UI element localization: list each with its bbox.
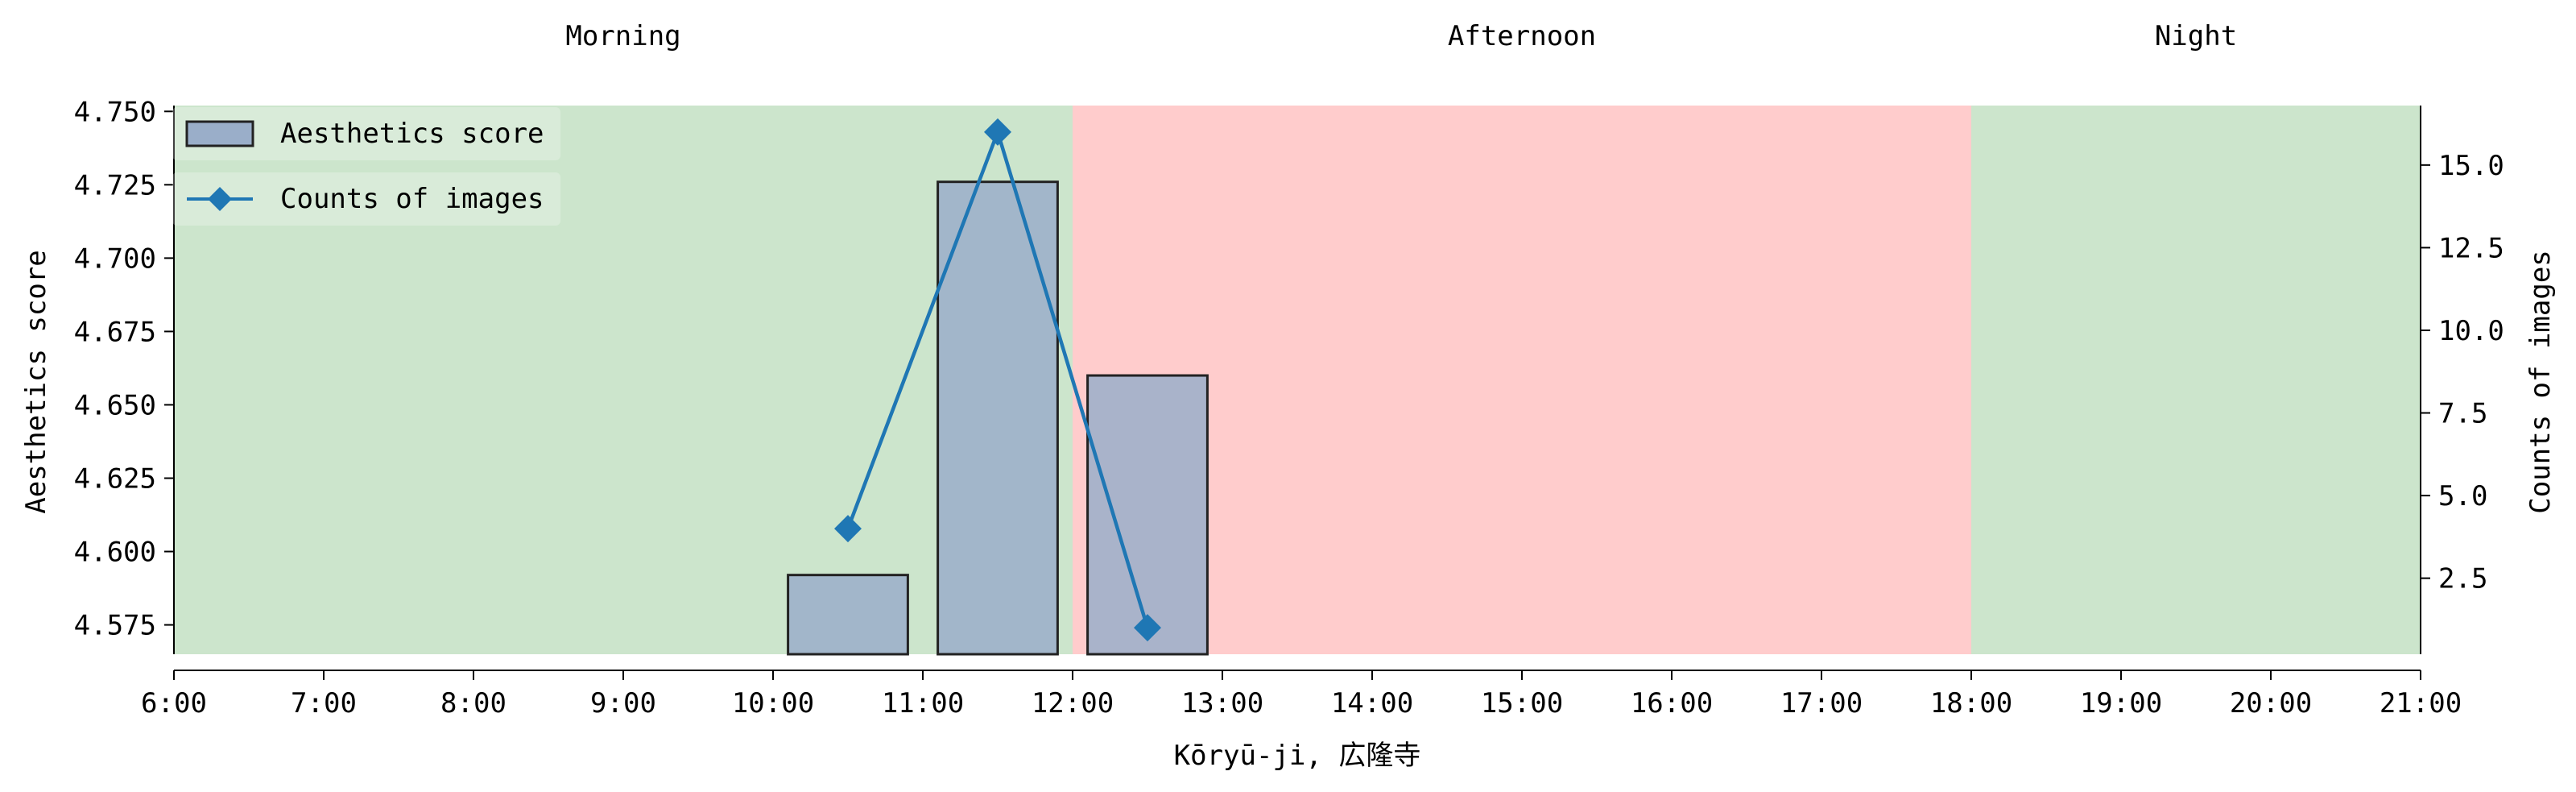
x-tick-label: 21:00 — [2380, 687, 2462, 719]
x-tick-label: 14:00 — [1331, 687, 1413, 719]
y-tick-label: 4.600 — [74, 537, 156, 569]
legend: Aesthetics score Counts of images — [172, 107, 560, 226]
legend-bg-1 — [172, 107, 560, 160]
time-of-day-bands — [174, 106, 2421, 654]
y2-tick-label: 5.0 — [2438, 480, 2487, 512]
x-tick-label: 6:00 — [141, 687, 207, 719]
x-tick-label: 9:00 — [590, 687, 656, 719]
y2-tick-label: 12.5 — [2438, 232, 2504, 264]
x-tick-label: 11:00 — [882, 687, 964, 719]
band-label-night: Night — [2155, 20, 2237, 52]
band-label-afternoon: Afternoon — [1448, 20, 1596, 52]
y2-tick-label: 7.5 — [2438, 398, 2487, 430]
bar-1 — [937, 180, 1059, 656]
aesthetics-bars — [787, 180, 1209, 656]
legend-bg-2 — [172, 172, 560, 226]
bar-0 — [787, 574, 909, 656]
y-tick-label: 4.675 — [74, 316, 156, 348]
x-tick-label: 15:00 — [1481, 687, 1563, 719]
x-axis-label: Kōryū-ji, 広隆寺 — [1174, 740, 1421, 772]
x-tick-label: 13:00 — [1181, 687, 1263, 719]
y2-axis-label: Counts of images — [2524, 250, 2557, 514]
time-of-day-labels: Morning Afternoon Night — [565, 20, 2237, 52]
x-tick-label: 12:00 — [1032, 687, 1114, 719]
bar-2 — [1086, 374, 1209, 656]
y-axis-label: Aesthetics score — [20, 250, 52, 514]
band-night — [1971, 106, 2421, 654]
y-tick-label: 4.650 — [74, 389, 156, 421]
x-tick-label: 20:00 — [2230, 687, 2312, 719]
counts-line — [834, 118, 1161, 642]
counts-marker-0 — [834, 515, 862, 543]
y-tick-label: 4.725 — [74, 169, 156, 201]
axes: 4.575 4.600 4.625 4.650 4.675 4.700 4.725 4.750… — [74, 96, 2504, 719]
x-tick-label: 17:00 — [1780, 687, 1863, 719]
y-tick-label: 4.750 — [74, 96, 156, 128]
x-tick-label: 16:00 — [1631, 687, 1713, 719]
y-tick-label: 4.625 — [74, 462, 156, 495]
legend-bar-swatch — [185, 120, 254, 147]
band-label-morning: Morning — [565, 20, 680, 52]
legend-diamond-marker — [208, 187, 232, 211]
x-tick-label: 10:00 — [732, 687, 814, 719]
y2-tick-label: 15.0 — [2438, 150, 2504, 182]
band-morning — [174, 106, 1073, 654]
y-tick-label: 4.700 — [74, 243, 156, 275]
y-tick-label: 4.575 — [74, 610, 156, 642]
legend-label-aesthetics: Aesthetics score — [280, 118, 544, 150]
legend-label-counts: Counts of images — [280, 183, 544, 215]
x-tick-label: 8:00 — [440, 687, 507, 719]
y2-tick-label: 10.0 — [2438, 315, 2504, 347]
band-afternoon — [1073, 106, 1971, 654]
x-tick-label: 19:00 — [2080, 687, 2162, 719]
x-tick-label: 7:00 — [291, 687, 357, 719]
x-tick-label: 18:00 — [1930, 687, 2012, 719]
counts-marker-2 — [1134, 614, 1161, 642]
y2-tick-label: 2.5 — [2438, 563, 2487, 595]
counts-marker-1 — [984, 118, 1011, 146]
